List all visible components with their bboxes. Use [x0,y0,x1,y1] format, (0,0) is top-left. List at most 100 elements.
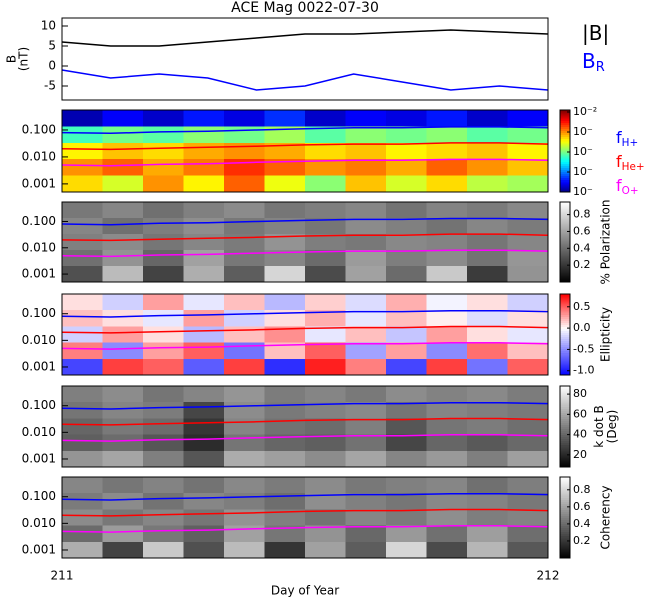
colorbar-swatch [560,238,570,241]
colorbar-label: k dot B [592,405,606,447]
spectrogram-cell [386,402,427,419]
spectrogram-cell [62,386,103,403]
colorbar-swatch [560,161,570,164]
spectrogram-cell [183,250,225,267]
colorbar-swatch [560,120,570,123]
colorbar-swatch [560,151,570,154]
spectrogram-cell [345,202,387,219]
spectrogram-cell [143,234,184,251]
spectrogram-cell [264,310,306,327]
colorbar-swatch [560,114,570,117]
colorbar-swatch [560,450,570,454]
colorbar-swatch [560,132,570,136]
spectrogram-cell [224,326,265,344]
colorbar-swatch [560,320,570,323]
spectrogram-cell [264,218,306,235]
colorbar-swatch [560,272,570,275]
spectrogram-cell [386,493,427,510]
colorbar-swatch [560,314,570,317]
spectrogram-cell [143,493,184,510]
colorbar-swatch [560,122,570,125]
spectrogram-cell [102,493,144,510]
colorbar-swatch [560,491,570,494]
colorbar-swatch [560,541,570,545]
spectrogram-cell [224,266,265,283]
colorbar-swatch [560,136,570,140]
colorbar-swatch [560,501,570,504]
colorbar-swatch [560,336,570,340]
colorbar-swatch [560,244,570,247]
spectrogram-cell [62,450,103,468]
spectrogram-cell [183,418,225,436]
spectrogram-cell [467,266,508,283]
spectrogram-cell [426,218,468,235]
colorbar-swatch [560,270,570,273]
legend-entry: fO+ [616,176,639,198]
spectrogram-cell [386,218,427,235]
colorbar-swatch [560,318,570,321]
spectrogram-cell [426,541,468,559]
spectrogram-cell [62,126,103,144]
spectrogram-cell [305,250,346,267]
spectrogram-cell [345,175,387,193]
spectrogram-cell [305,541,346,559]
colorbar-swatch [560,370,570,374]
x-axis-label: Day of Year [271,584,339,598]
legend-entry: |B| [582,21,609,45]
spectrogram-cell [102,266,144,283]
colorbar-swatch [560,448,570,452]
spectrogram-cell [62,525,103,543]
colorbar-swatch [560,513,570,516]
spectrogram-cell [386,358,427,376]
spectrogram-cell [386,509,427,527]
spectrogram-cell [345,541,387,559]
colorbar-swatch [560,274,570,277]
spectrogram-cell [426,294,468,311]
colorbar-swatch [560,493,570,496]
frequency-line [61,434,549,442]
spectrogram-cell [305,266,346,283]
colorbar-swatch [560,410,570,413]
spectrogram-cell [467,294,508,311]
colorbar-swatch [560,124,570,127]
spectrogram-cell [102,386,144,403]
colorbar-swatch [560,338,570,342]
spectrogram-cell [224,386,265,403]
legend-name: |B| [582,21,609,45]
colorbar-swatch [560,499,570,502]
spectrogram-cell [507,358,549,376]
spectrogram-cell [224,126,265,144]
spectrogram-cell [62,342,103,360]
spectrogram-cell [386,142,427,160]
colorbar-label: % Polarization [599,200,613,285]
spectrogram-cell [507,250,549,267]
legend-name: f [616,176,622,195]
colorbar-swatch [560,302,570,305]
spectrogram-cell [467,450,508,468]
spectrogram-cell [224,418,265,436]
spectrogram-cell [305,342,346,360]
chart-title: ACE Mag 0022-07-30 [231,0,379,16]
spectrogram-cell [102,525,144,543]
spectrogram-cell [386,250,427,267]
spectrogram-cell [102,402,144,419]
colorbar-swatch [560,128,570,131]
spectrogram-cell [102,450,144,468]
colorbar-tick-label: 0.4 [573,241,591,254]
colorbar-swatch [560,146,570,150]
spectrogram-cell [62,477,103,494]
spectrogram-cell [467,175,508,193]
spectrogram-cell [467,493,508,510]
spectrogram-cell [386,477,427,494]
spectrogram-cell [264,493,306,510]
spectrogram-cell [143,310,184,327]
colorbar-swatch [560,179,570,183]
colorbar-swatch [560,202,570,205]
spectrogram-cell [426,493,468,510]
colorbar-swatch [560,440,570,444]
frequency-line [61,158,549,167]
colorbar-swatch [560,116,570,119]
colorbar-swatch [560,477,570,480]
colorbar-swatch [560,412,570,415]
